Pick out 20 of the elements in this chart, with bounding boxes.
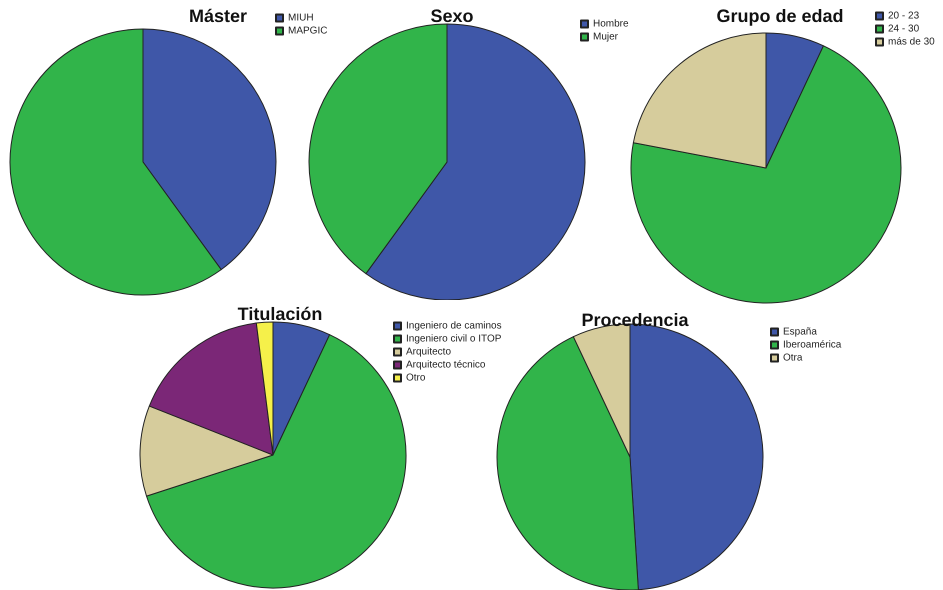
legend-label: MIUH (288, 12, 314, 24)
legend-label: 24 - 30 (888, 24, 920, 34)
legend-label: Arquitecto (406, 346, 452, 358)
legend-label: Ingeniero civil o ITOP (406, 334, 502, 344)
legend-label: Hombre (593, 18, 630, 30)
chart-title: Máster (188, 6, 248, 26)
chart-title: Grupo de edad (716, 6, 844, 26)
legend-label: MAPGIC (288, 26, 328, 36)
chart-title: Sexo (430, 6, 474, 26)
legend-label: más de 30 (888, 36, 936, 48)
legend-label: España (783, 326, 818, 338)
legend-label: Ingeniero de caminos (406, 320, 502, 332)
legend-label: Iberoamérica (783, 340, 842, 350)
legend-label: Arquitecto técnico (406, 360, 486, 370)
legend-label: Otra (783, 352, 803, 364)
legend-label: 20 - 23 (888, 10, 920, 22)
chart-title: Titulación (238, 304, 322, 324)
legend-label: Mujer (593, 32, 619, 42)
legend-label: Otro (406, 372, 426, 384)
chart-title: Procedencia (581, 310, 690, 330)
